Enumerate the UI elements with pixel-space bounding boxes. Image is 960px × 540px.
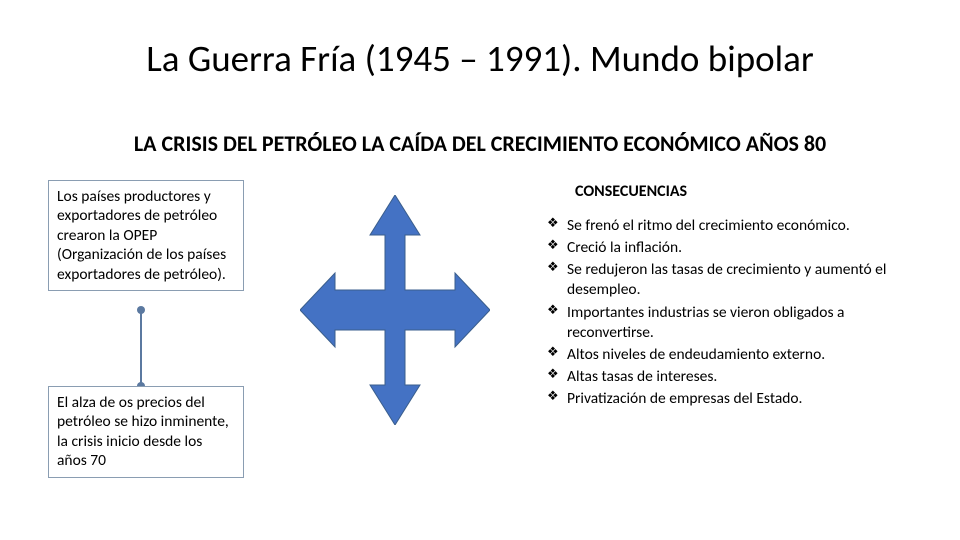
list-item: Se redujeron las tasas de crecimiento y … — [545, 260, 905, 300]
list-item: Se frenó el ritmo del crecimiento económ… — [545, 216, 905, 236]
connector-line — [140, 310, 142, 386]
cross-shape — [300, 195, 490, 425]
list-item: Importantes industrias se vieron obligad… — [545, 303, 905, 343]
list-item: Altas tasas de intereses. — [545, 367, 905, 387]
page-subtitle: LA CRISIS DEL PETRÓLEO LA CAÍDA DEL CREC… — [0, 130, 960, 157]
left-box-opep: Los países productores y exportadores de… — [48, 180, 244, 291]
consequences-list: Se frenó el ritmo del crecimiento económ… — [545, 216, 905, 411]
cross-arrow-icon — [300, 195, 490, 425]
page-title: La Guerra Fría (1945 – 1991). Mundo bipo… — [0, 36, 960, 81]
list-item: Altos niveles de endeudamiento externo. — [545, 345, 905, 365]
consequences-title: CONSECUENCIAS — [575, 182, 687, 201]
left-box-crisis: El alza de os precios del petróleo se hi… — [48, 386, 244, 478]
list-item: Creció la inflación. — [545, 238, 905, 258]
list-item: Privatización de empresas del Estado. — [545, 389, 905, 409]
